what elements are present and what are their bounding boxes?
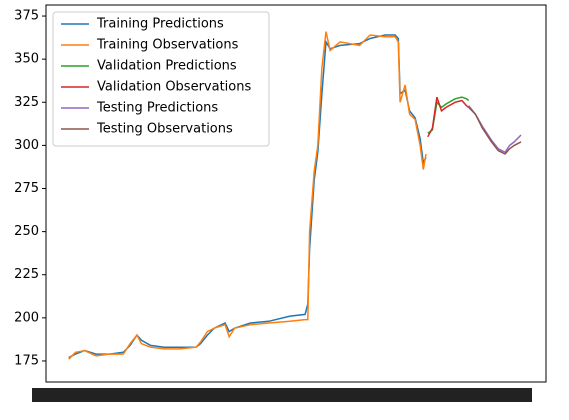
y-tick-label: 250 xyxy=(14,224,39,239)
y-tick-label: 325 xyxy=(14,95,39,110)
x-tick-smear xyxy=(32,388,532,402)
y-tick-label: 375 xyxy=(14,9,39,24)
line xyxy=(468,106,522,155)
legend-box xyxy=(52,11,270,147)
legend-label: Validation Predictions xyxy=(97,59,237,74)
y-tick-label: 350 xyxy=(14,52,39,67)
legend-label: Training Predictions xyxy=(96,17,224,32)
line xyxy=(68,31,427,360)
legend-label: Testing Predictions xyxy=(96,101,218,116)
legend-label: Validation Observations xyxy=(97,80,251,95)
legend-label: Testing Observations xyxy=(96,122,233,137)
y-tick-label: 200 xyxy=(14,310,39,325)
y-tick-label: 175 xyxy=(14,353,39,368)
y-tick-label: 275 xyxy=(14,181,39,196)
y-tick-label: 225 xyxy=(14,267,39,282)
legend-label: Training Observations xyxy=(96,38,239,53)
y-tick-label: 300 xyxy=(14,138,39,153)
line xyxy=(427,96,470,138)
plot-frame xyxy=(45,4,547,383)
